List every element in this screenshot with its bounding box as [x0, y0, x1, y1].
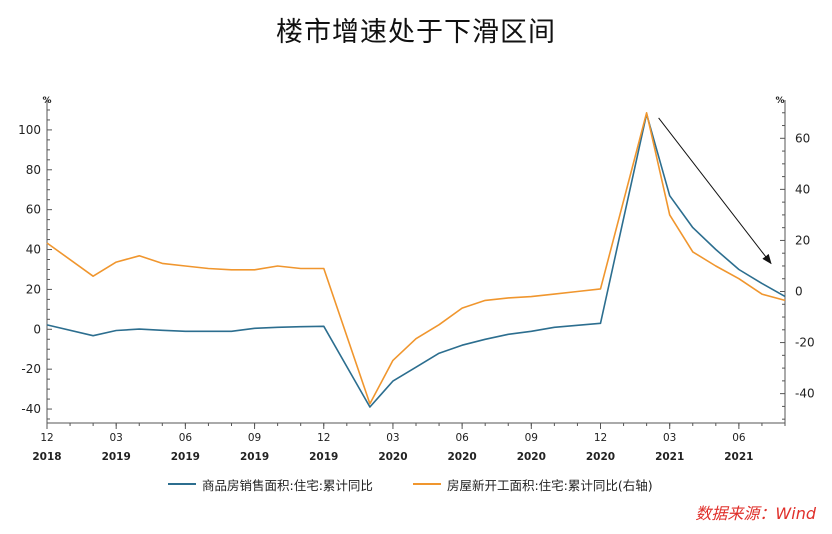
- x-axis-month-label: 06: [455, 432, 469, 444]
- left-axis-tick-label: 0: [33, 322, 41, 336]
- left-axis-tick-label: -40: [21, 402, 41, 416]
- legend-item-sales: 商品房销售面积:住宅:累计同比: [168, 475, 373, 494]
- x-axis-year-label: 2019: [240, 451, 269, 463]
- x-axis-year-label: 2018: [32, 451, 61, 463]
- chart-title: 楼市增速处于下滑区间: [276, 17, 556, 48]
- x-axis-month-label: 03: [663, 432, 676, 444]
- legend-swatch-newstarts: [412, 483, 441, 485]
- x-axis-month-label: 09: [248, 432, 261, 444]
- x-axis-year-label: 2020: [448, 451, 477, 463]
- x-axis-year-label: 2019: [309, 451, 338, 463]
- left-axis-tick-label: 60: [26, 203, 41, 217]
- x-axis-month-label: 12: [317, 432, 330, 444]
- x-axis-month-label: 03: [110, 432, 123, 444]
- data-source: 数据来源：Wind: [695, 504, 816, 523]
- right-axis-unit: %: [775, 96, 784, 106]
- x-axis-month-label: 12: [40, 432, 53, 444]
- legend-item-newstarts: 房屋新开工面积:住宅:累计同比(右轴): [412, 475, 653, 494]
- x-axis-month-label: 06: [732, 432, 746, 444]
- left-axis-tick-label: 20: [26, 282, 41, 296]
- right-axis-tick-label: 20: [795, 233, 810, 247]
- left-axis-tick-label: -20: [21, 362, 41, 376]
- x-axis-year-label: 2021: [655, 451, 684, 463]
- right-axis-tick-label: -20: [795, 336, 815, 350]
- x-axis-year-label: 2020: [517, 451, 546, 463]
- right-axis-tick-label: 60: [795, 131, 810, 145]
- x-axis-month-label: 06: [179, 432, 193, 444]
- left-axis-tick-label: 100: [18, 123, 41, 137]
- legend-label-sales: 商品房销售面积:住宅:累计同比: [202, 477, 373, 493]
- left-axis-tick-label: 40: [26, 243, 41, 257]
- x-axis-year-label: 2019: [102, 451, 131, 463]
- legend-label-newstarts: 房屋新开工面积:住宅:累计同比(右轴): [446, 477, 653, 493]
- x-axis-year-label: 2019: [171, 451, 200, 463]
- x-axis-month-label: 09: [525, 432, 538, 444]
- left-axis-unit: %: [42, 96, 51, 106]
- right-axis-tick-label: 0: [795, 285, 803, 299]
- right-axis-tick-label: -40: [795, 387, 815, 401]
- series-line-sales: [46, 113, 786, 408]
- legend: 商品房销售面积:住宅:累计同比 房屋新开工面积:住宅:累计同比(右轴): [168, 475, 693, 493]
- x-axis-year-label: 2020: [586, 451, 615, 463]
- series-line-newstarts: [46, 112, 786, 405]
- right-axis-tick-label: 40: [795, 182, 810, 196]
- x-axis-year-label: 2020: [378, 451, 407, 463]
- x-axis-month-label: 12: [594, 432, 607, 444]
- trend-arrow: [658, 117, 772, 265]
- x-axis-year-label: 2021: [724, 451, 753, 463]
- x-axis-month-label: 03: [386, 432, 399, 444]
- left-axis-tick-label: 80: [26, 163, 41, 177]
- legend-swatch-sales: [168, 483, 196, 485]
